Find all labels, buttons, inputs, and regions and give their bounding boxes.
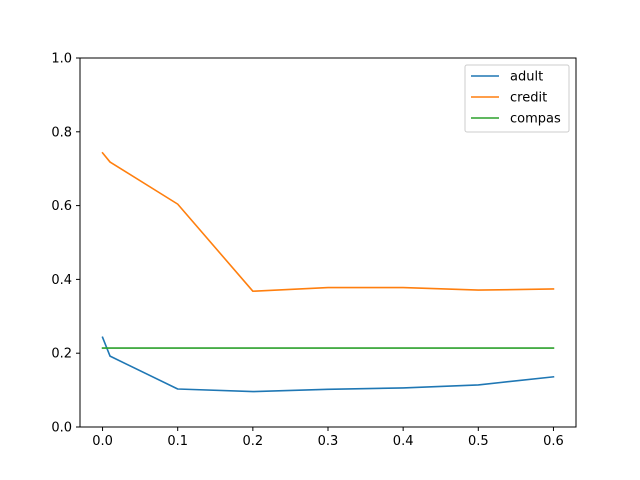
series-line-credit [101,151,555,293]
y-tick-label: 0.6 [51,199,72,214]
x-tick-label: 0.2 [243,434,264,449]
y-tick-label: 0.8 [51,125,72,140]
series-line-adult [101,336,555,393]
series-credit [101,151,555,293]
x-tick-label: 0.5 [468,434,489,449]
legend: adult credit compas [464,64,570,133]
x-tick-label: 0.1 [167,434,188,449]
legend-item-adult: adult [471,70,543,85]
series-adult [101,336,555,393]
legend-item-credit: credit [471,91,547,106]
x-axis: 0.0 0.1 0.2 0.3 0.4 0.5 0.6 [92,427,564,449]
y-tick-label: 1.0 [51,52,72,67]
y-tick-label: 0.0 [51,421,72,436]
x-tick-label: 0.6 [543,434,564,449]
y-axis: 0.0 0.2 0.4 0.6 0.8 1.0 [51,52,80,436]
legend-label: compas [510,112,561,127]
legend-item-compas: compas [471,112,561,127]
x-tick-label: 0.3 [318,434,339,449]
y-tick-label: 0.2 [51,347,72,362]
series-layer [101,151,555,393]
y-tick-label: 0.4 [51,273,72,288]
x-tick-label: 0.0 [92,434,113,449]
legend-box [464,64,570,133]
legend-label: adult [510,70,543,85]
legend-label: credit [510,91,547,106]
x-tick-label: 0.4 [393,434,414,449]
